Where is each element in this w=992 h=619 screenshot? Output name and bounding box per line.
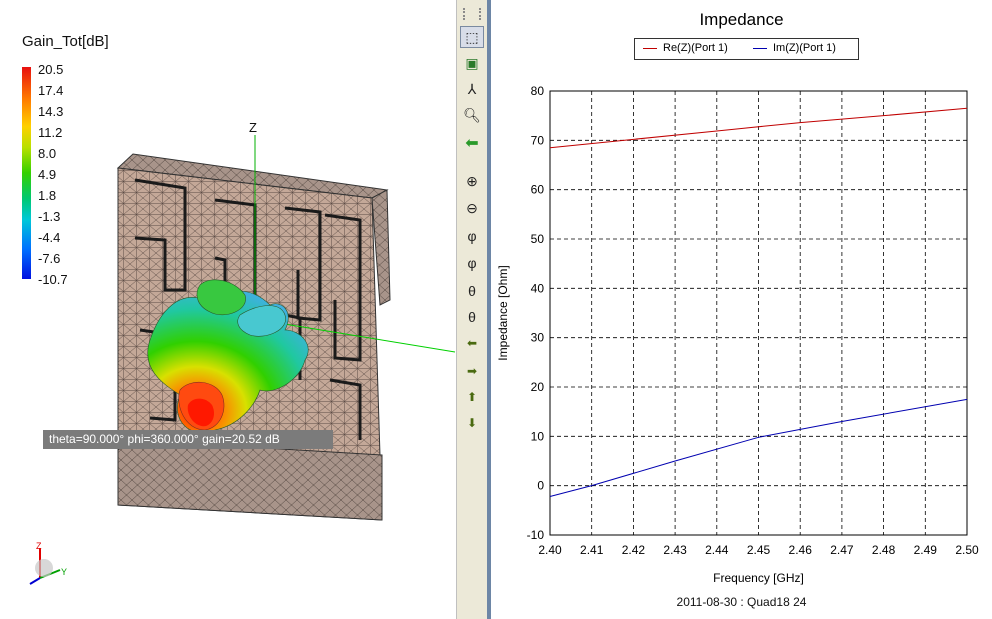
pan-up-button[interactable]: ⬆ [460, 386, 484, 408]
x-axis-label: Frequency [GHz] [713, 571, 804, 585]
zoom-out-icon: ⊖ [466, 199, 478, 216]
gain-scale-tick: 4.9 [38, 167, 57, 182]
legend-label-im: Im(Z)(Port 1) [773, 42, 836, 54]
y-tick-label: 30 [531, 331, 545, 345]
rotate-theta-ccw-button[interactable]: θ [460, 280, 484, 302]
legend-swatch-im [753, 48, 767, 49]
x-tick-label: 2.41 [580, 543, 604, 557]
pan-down-button[interactable]: ⬇ [460, 412, 484, 434]
gain-scale-tick: -7.6 [38, 251, 61, 266]
arrow-up-icon: ⬆ [466, 390, 478, 404]
z-axis-label: Z [249, 120, 257, 135]
select-z-button[interactable]: ⬚ [460, 26, 484, 48]
gain-scale-tick: 8.0 [38, 146, 57, 161]
gain-scale-tick: -10.7 [38, 272, 68, 287]
x-tick-label: 2.40 [538, 543, 562, 557]
y-tick-label: 40 [531, 281, 545, 295]
series-line-re [549, 107, 968, 149]
x-tick-label: 2.46 [789, 543, 813, 557]
y-tick-label: -10 [527, 528, 545, 542]
rotate-theta-cw-button[interactable]: θ [460, 306, 484, 328]
gain-scale-tick: 20.5 [38, 62, 64, 77]
arrow-left-icon: ⬅ [466, 336, 478, 350]
gain-scale-tick: 17.4 [38, 83, 64, 98]
fit-all-button[interactable]: ▣ [460, 52, 484, 74]
rotate-phi-cw-button[interactable]: φ [460, 252, 484, 274]
theta-icon: θ [468, 309, 476, 325]
x-tick-label: 2.43 [663, 543, 687, 557]
arrow-down-icon: ⬇ [466, 416, 478, 430]
axis-orient-button[interactable]: ⅄ [460, 78, 484, 100]
y-tick-label: 20 [531, 380, 545, 394]
pan-right-button[interactable]: ➡ [460, 360, 484, 382]
view-toolbar: ⬚ ▣ ⅄ 🔍︎ ⬅ ⊕ ⊖ φ φ θ θ ⬅ ➡ ⬆ ⬇ [456, 0, 487, 619]
legend-label-re: Re(Z)(Port 1) [663, 42, 728, 54]
splitter-handle[interactable] [487, 0, 491, 619]
y-tick-label: 10 [531, 429, 545, 443]
zoom-out-button[interactable]: ⊖ [460, 197, 484, 219]
legend-swatch-re [643, 48, 657, 49]
gain-color-bar [22, 67, 31, 279]
gain-scale-tick: 1.8 [38, 188, 57, 203]
gain-scale-tick: -1.3 [38, 209, 61, 224]
x-tick-label: 2.48 [872, 543, 896, 557]
theta-icon: θ [468, 283, 476, 299]
x-tick-label: 2.50 [955, 543, 979, 557]
gain-probe-tooltip: theta=90.000° phi=360.000° gain=20.52 dB [43, 430, 333, 449]
axis-icon: ⅄ [467, 80, 477, 97]
pan-left-button[interactable]: ⬅ [460, 332, 484, 354]
y-tick-label: 80 [531, 84, 545, 98]
back-arrow-icon: ⬅ [465, 135, 479, 152]
gain-scale-title: Gain_Tot[dB] [22, 33, 109, 50]
chart-footer: 2011-08-30 : Quad18 24 [676, 595, 807, 609]
radiation-lobe[interactable] [147, 279, 309, 433]
fit-icon: ▣ [465, 54, 479, 71]
triad-y-label: Y [61, 567, 67, 577]
gain-scale-tick: -4.4 [38, 230, 61, 245]
phi-icon: φ [467, 228, 477, 244]
y-tick-label: 70 [531, 133, 545, 147]
chart-legend: Re(Z)(Port 1) Im(Z)(Port 1) [634, 38, 859, 60]
substrate-side-face [371, 189, 391, 306]
triad-z-label: Z [36, 541, 42, 551]
x-tick-label: 2.49 [914, 543, 938, 557]
orientation-triad: Z Y [29, 541, 67, 585]
arrow-right-icon: ➡ [466, 364, 478, 378]
y-tick-label: 60 [531, 183, 545, 197]
previous-view-button[interactable]: ⬅ [460, 132, 484, 154]
series-line-im [549, 398, 968, 498]
chart-title: Impedance [699, 10, 784, 29]
y-tick-label: 50 [531, 232, 545, 246]
rotate-phi-ccw-button[interactable]: φ [460, 225, 484, 247]
x-tick-label: 2.45 [747, 543, 771, 557]
x-tick-label: 2.44 [705, 543, 729, 557]
toolbar-grip[interactable] [463, 8, 481, 20]
y-tick-label: 0 [537, 479, 544, 493]
impedance-chart[interactable]: 2.40 2.41 2.42 2.43 2.44 2.45 2.46 2.47 2.48 2.49… [491, 0, 992, 619]
zoom-in-button[interactable]: ⊕ [460, 170, 484, 192]
gain-scale-tick: 11.2 [38, 125, 63, 140]
gain-scale-tick: 14.3 [38, 104, 64, 119]
x-axis-line [259, 319, 456, 353]
phi-icon: φ [467, 255, 477, 271]
zoom-window-button[interactable]: 🔍︎ [460, 104, 484, 126]
y-axis-label: Impedance [Ohm] [496, 265, 510, 360]
impedance-plot-panel: Impedance Re(Z)(Port 1) Im(Z)(Port 1) 2.… [491, 0, 992, 619]
x-tick-label: 2.42 [622, 543, 646, 557]
antenna-traces [134, 178, 362, 440]
select-z-icon: ⬚ [465, 28, 479, 45]
radiation-pattern-view[interactable]: Gain_Tot[dB] 20.5 17.4 14.3 11.2 8.0 4.9 1.8 -1… [0, 0, 457, 619]
x-tick-label: 2.47 [830, 543, 854, 557]
antenna-3d-scene[interactable]: Z Z Y [0, 0, 456, 619]
zoom-window-icon: 🔍︎ [463, 106, 481, 123]
zoom-in-icon: ⊕ [466, 172, 478, 189]
